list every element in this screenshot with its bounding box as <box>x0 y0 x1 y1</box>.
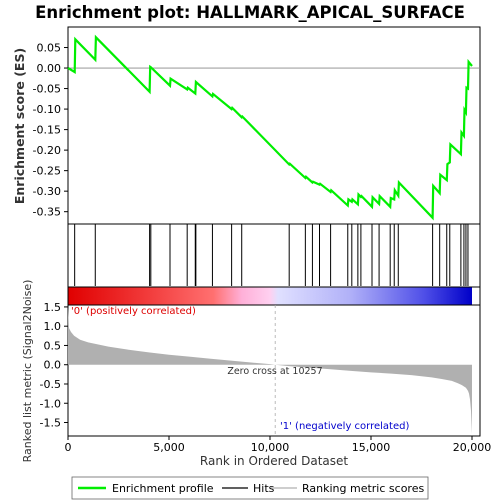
es-y-tick-label: -0.15 <box>33 124 61 137</box>
positive-correlation-label: '0' (positively correlated) <box>71 306 196 317</box>
x-tick-label: 20,000 <box>453 441 492 454</box>
zero-cross-label: Zero cross at 10257 <box>227 366 322 377</box>
chart-title: Enrichment plot: HALLMARK_APICAL_SURFACE <box>35 3 465 22</box>
metric-panel: 1.5 1.0 0.5 0.0 -0.5 -1.0 -1.5 0 5,000 10,000 15,… <box>21 280 491 468</box>
es-y-axis-label: Enrichment score (ES) <box>12 48 27 204</box>
es-panel: 0.05 0.00 -0.05 -0.10 -0.15 -0.20 -0.25 -0.30 -0… <box>12 26 481 225</box>
es-y-tick-label: 0.00 <box>37 62 62 75</box>
legend: Enrichment profile Hits Ranking metric s… <box>71 476 429 500</box>
x-tick-label: 5,000 <box>153 441 185 454</box>
es-y-tick-label: -0.10 <box>33 103 61 116</box>
metric-x-ticks: 0 5,000 10,000 15,000 20,000 <box>65 436 492 454</box>
legend-hits-label: Hits <box>253 482 275 495</box>
hits-panel-frame <box>67 223 481 288</box>
es-y-ticks: 0.05 0.00 -0.05 -0.10 -0.15 -0.20 -0.25 -0.30 -0… <box>33 42 68 219</box>
metric-y-tick-label: -1.5 <box>40 417 61 430</box>
es-panel-frame <box>67 26 481 225</box>
es-y-tick-label: -0.05 <box>33 83 61 96</box>
legend-enrichment-label: Enrichment profile <box>112 482 214 495</box>
metric-y-tick-label: 0.5 <box>44 339 62 352</box>
es-y-tick-label: -0.35 <box>33 206 61 219</box>
metric-y-ticks: 1.5 1.0 0.5 0.0 -0.5 -1.0 -1.5 <box>40 301 68 430</box>
metric-y-tick-label: 1.0 <box>44 320 62 333</box>
hit-markers <box>74 224 469 286</box>
hits-panel <box>67 223 481 288</box>
negative-correlation-label: '1' (negatively correlated) <box>280 421 409 432</box>
x-axis-label: Rank in Ordered Dataset <box>200 454 348 468</box>
metric-y-tick-label: -1.0 <box>40 397 61 410</box>
metric-y-tick-label: 1.5 <box>44 301 62 314</box>
x-tick-label: 0 <box>65 441 72 454</box>
enrichment-profile-line <box>67 34 473 221</box>
es-y-tick-label: -0.25 <box>33 165 61 178</box>
x-tick-label: 10,000 <box>251 441 290 454</box>
x-tick-label: 15,000 <box>352 441 391 454</box>
es-y-tick-label: -0.20 <box>33 144 61 157</box>
metric-y-axis-label: Ranked list metric (Signal2Noise) <box>21 280 34 463</box>
metric-y-tick-label: 0.0 <box>44 359 62 372</box>
metric-y-tick-label: -0.5 <box>40 378 61 391</box>
ranking-metric-area <box>68 306 472 435</box>
es-y-tick-label: 0.05 <box>37 42 62 55</box>
legend-metric-label: Ranking metric scores <box>302 482 424 495</box>
ranking-color-bar <box>68 287 472 305</box>
legend-frame <box>71 476 429 500</box>
es-y-tick-label: -0.30 <box>33 185 61 198</box>
